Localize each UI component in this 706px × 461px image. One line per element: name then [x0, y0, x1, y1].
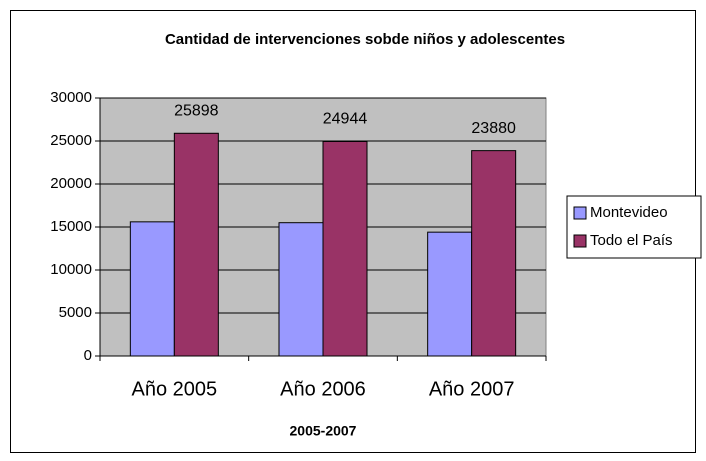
y-tick-label: 5000	[59, 304, 92, 321]
y-tick-label: 20000	[50, 175, 92, 192]
bar	[322, 140, 368, 357]
y-tick-label: 30000	[50, 89, 92, 106]
x-tick-label: Año 2007	[429, 378, 515, 400]
bar	[278, 222, 324, 357]
bar	[173, 132, 219, 357]
legend-label: Montevideo	[590, 204, 668, 221]
data-label: 24944	[323, 111, 368, 128]
x-axis-title: 2005-2007	[290, 423, 357, 439]
legend	[566, 195, 702, 259]
bar	[471, 150, 517, 357]
x-tick-label: Año 2005	[132, 378, 218, 400]
y-tick-label: 15000	[50, 218, 92, 235]
chart-title: Cantidad de intervenciones sobde niños y…	[165, 31, 565, 48]
legend-swatch	[573, 234, 587, 248]
legend-label: Todo el País	[590, 232, 673, 249]
legend-swatch	[573, 206, 587, 220]
bar	[427, 231, 473, 357]
x-tick-label: Año 2006	[280, 378, 366, 400]
y-tick-label: 0	[84, 347, 92, 364]
bar	[129, 221, 175, 357]
y-tick-label: 25000	[50, 132, 92, 149]
data-label: 25898	[174, 102, 219, 119]
data-label: 23880	[471, 120, 516, 137]
y-tick-label: 10000	[50, 261, 92, 278]
